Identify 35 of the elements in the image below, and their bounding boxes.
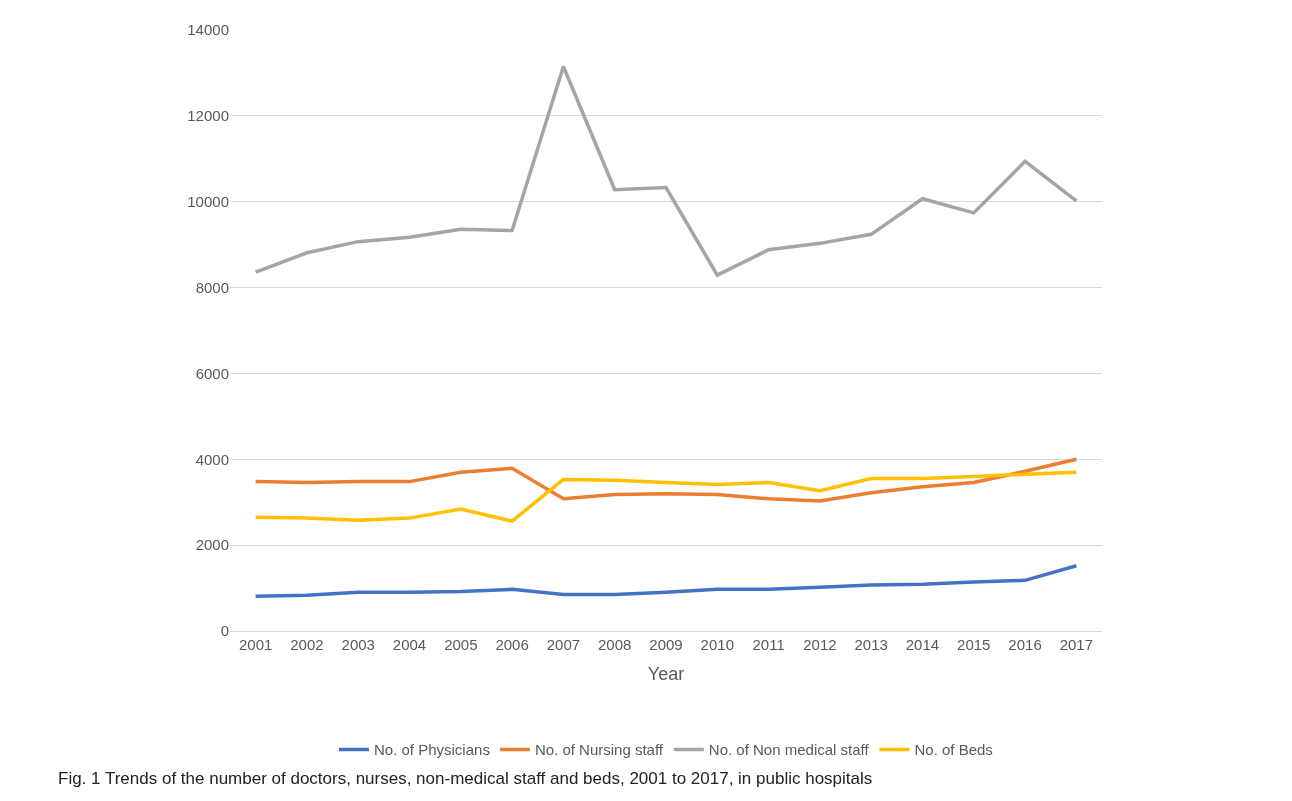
- y-tick-label: 12000: [187, 107, 229, 125]
- x-tick-label: 2008: [598, 636, 632, 653]
- legend-label: No. of Non medical staff: [708, 741, 870, 759]
- x-axis-title: Year: [647, 664, 685, 685]
- x-tick-label: 2017: [1059, 636, 1094, 653]
- x-tick-label: 2001: [238, 636, 273, 653]
- x-tick-label: 2003: [341, 636, 375, 653]
- y-tick-label: 0: [220, 622, 229, 640]
- y-tick-label: 6000: [195, 364, 229, 382]
- y-tick-label: 14000: [187, 21, 229, 39]
- line-series: [253, 64, 1079, 277]
- x-tick-label: 2010: [700, 636, 734, 653]
- x-tick-label: 2013: [854, 636, 888, 653]
- x-tick-label: 2014: [905, 636, 940, 653]
- x-tick-label: 2012: [803, 636, 837, 653]
- x-tick-label: 2016: [1008, 636, 1042, 653]
- x-tick-label: 2005: [444, 636, 478, 653]
- line-series: [253, 457, 1079, 503]
- x-tick-label: 2002: [290, 636, 324, 653]
- x-tick-label: 2011: [752, 636, 785, 653]
- x-tick-label: 2015: [957, 636, 991, 653]
- y-tick-label: 8000: [195, 278, 229, 296]
- x-tick-label: 2004: [392, 636, 427, 653]
- line-series: [253, 564, 1079, 598]
- legend-label: No. of Beds: [914, 741, 993, 759]
- x-tick-label: 2009: [649, 636, 683, 653]
- x-tick-label: 2006: [495, 636, 529, 653]
- x-tick-label: 2007: [546, 636, 581, 653]
- line-series: [253, 470, 1079, 523]
- legend-label: No. of Physicians: [374, 741, 490, 759]
- caption: Fig. 1 Trends of the number of doctors, nurses, non-medical staff and beds, 2001 to 2017, in public hospitals: [58, 769, 873, 788]
- y-tick-label: 10000: [187, 192, 229, 210]
- y-tick-label: 2000: [195, 536, 229, 554]
- legend-label: No. of Nursing staff: [534, 741, 664, 759]
- y-tick-label: 4000: [195, 450, 229, 468]
